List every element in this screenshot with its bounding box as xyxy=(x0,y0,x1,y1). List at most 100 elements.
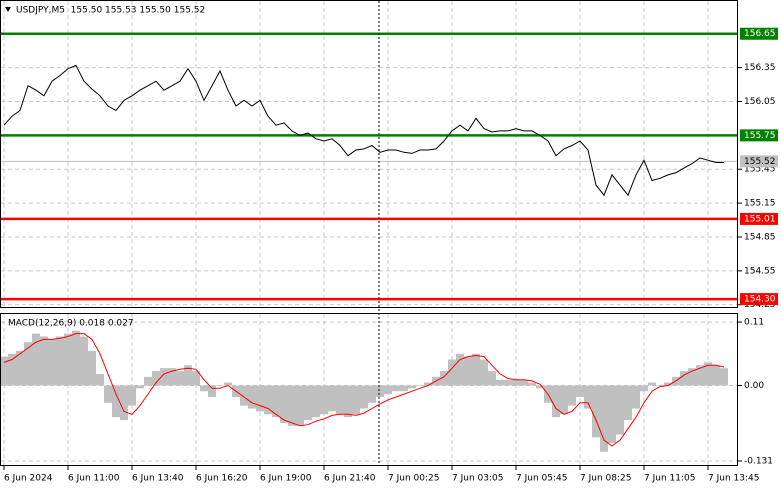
histogram-bar xyxy=(384,385,392,395)
histogram-bar xyxy=(56,336,64,386)
histogram-bar xyxy=(152,371,160,386)
histogram-bar xyxy=(392,385,400,392)
histogram-bar xyxy=(16,350,24,386)
price-line xyxy=(3,64,724,197)
histogram-bar xyxy=(184,365,192,386)
histogram-bar xyxy=(688,368,696,386)
histogram-bar xyxy=(552,385,560,418)
histogram-bar xyxy=(696,365,704,386)
x-tick-label: 6 Jun 21:40 xyxy=(324,474,376,484)
histogram-bar xyxy=(536,385,544,389)
y-tick-label: -0.131 xyxy=(744,456,773,466)
histogram-bar xyxy=(512,379,520,386)
x-tick-label: 7 Jun 08:25 xyxy=(580,474,631,484)
histogram-bar xyxy=(272,385,280,418)
histogram-bar xyxy=(112,385,120,418)
histogram-bar xyxy=(240,385,248,406)
histogram-bar xyxy=(336,385,344,415)
x-tick-label: 7 Jun 05:45 xyxy=(516,474,567,484)
x-tick-label: 6 Jun 19:00 xyxy=(260,474,312,484)
histogram-bar xyxy=(344,385,352,418)
histogram-bar xyxy=(592,385,600,438)
x-tick-label: 7 Jun 11:05 xyxy=(644,474,695,484)
y-tick-label: 155.45 xyxy=(744,165,776,175)
histogram-bar xyxy=(224,382,232,386)
macd-title: MACD(12,26,9) 0.018 0.027 xyxy=(8,319,134,329)
level-label: 156.65 xyxy=(744,29,776,39)
histogram-bar xyxy=(712,365,720,386)
histogram-bar xyxy=(72,330,80,386)
histogram-bar xyxy=(424,382,432,386)
histogram-bar xyxy=(608,385,616,444)
histogram-bar xyxy=(632,385,640,409)
histogram-bar xyxy=(288,385,296,426)
histogram-bar xyxy=(128,385,136,406)
histogram-bar xyxy=(208,385,216,397)
y-tick-label: 154.55 xyxy=(744,266,776,276)
histogram-bar xyxy=(320,385,328,415)
histogram-bar xyxy=(616,385,624,435)
histogram-bar xyxy=(96,373,104,386)
price-panel-frame xyxy=(0,0,738,308)
histogram-bar xyxy=(520,379,528,386)
level-label: 154.30 xyxy=(744,295,776,305)
histogram-bar xyxy=(624,385,632,421)
histogram-bar xyxy=(176,371,184,386)
histogram-bar xyxy=(104,385,112,403)
price-chart-title: USDJPY,M5 155.50 155.53 155.50 155.52 xyxy=(16,6,205,16)
level-label-box xyxy=(740,129,778,142)
x-tick-label: 7 Jun 03:05 xyxy=(452,474,503,484)
histogram-bar xyxy=(0,356,8,386)
x-tick-label: 6 Jun 11:00 xyxy=(68,474,120,484)
histogram-bar xyxy=(704,362,712,386)
histogram-bar xyxy=(416,385,424,386)
histogram-bar xyxy=(24,342,32,386)
histogram-bar xyxy=(32,333,40,386)
histogram-bar xyxy=(408,385,416,389)
histogram-bar xyxy=(304,385,312,421)
histogram-bar xyxy=(448,359,456,386)
level-label-box xyxy=(740,212,778,225)
level-label-box xyxy=(740,155,778,168)
histogram-bar xyxy=(80,336,88,386)
histogram-bar xyxy=(504,379,512,386)
histogram-bar xyxy=(352,385,360,415)
histogram-bar xyxy=(88,350,96,386)
y-tick-label: 156.35 xyxy=(744,63,776,73)
histogram-bar xyxy=(192,371,200,386)
histogram-bar xyxy=(8,353,16,386)
x-tick-label: 6 Jun 2024 xyxy=(4,474,53,484)
histogram-bar xyxy=(264,385,272,415)
histogram-bar xyxy=(648,382,656,386)
y-tick-label: 0.00 xyxy=(744,381,764,391)
x-tick-label: 6 Jun 13:40 xyxy=(132,474,184,484)
level-label: 155.01 xyxy=(744,214,776,224)
histogram-bar xyxy=(600,385,608,452)
histogram-bar xyxy=(576,385,584,397)
x-tick-label: 6 Jun 16:20 xyxy=(196,474,248,484)
histogram-bar xyxy=(528,382,536,386)
histogram-bar xyxy=(256,385,264,412)
menu-icon[interactable] xyxy=(5,7,11,12)
histogram-bar xyxy=(136,385,144,389)
y-tick-label: 154.25 xyxy=(744,300,776,310)
y-tick-label: 156.05 xyxy=(744,97,776,107)
histogram-bar xyxy=(560,385,568,415)
histogram-bar xyxy=(656,385,664,386)
histogram-bar xyxy=(120,385,128,421)
histogram-bar xyxy=(48,339,56,386)
histogram-bar xyxy=(664,382,672,386)
histogram-bar xyxy=(168,368,176,386)
histogram-bar xyxy=(376,385,384,397)
histogram-bar xyxy=(40,336,48,386)
level-label-box xyxy=(740,27,778,40)
macd-panel-frame xyxy=(0,313,738,466)
histogram-bar xyxy=(368,385,376,403)
histogram-bar xyxy=(160,368,168,386)
histogram-bar xyxy=(472,353,480,386)
x-tick-label: 7 Jun 13:45 xyxy=(708,474,759,484)
histogram-bar xyxy=(200,385,208,392)
histogram-bar xyxy=(216,385,224,386)
